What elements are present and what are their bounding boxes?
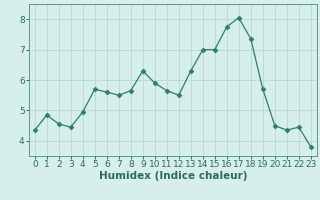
X-axis label: Humidex (Indice chaleur): Humidex (Indice chaleur) <box>99 171 247 181</box>
